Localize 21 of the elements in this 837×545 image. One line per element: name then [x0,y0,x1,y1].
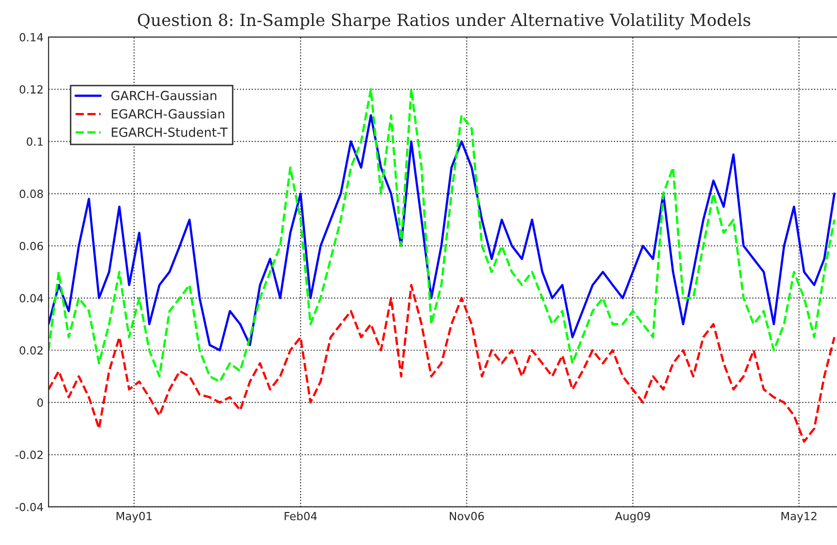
y-tick-label: 0.1 [26,137,43,146]
legend-label: EGARCH-Gaussian [112,108,224,119]
x-tick-label: May12 [782,512,816,522]
y-tick-label: -0.04 [15,502,44,512]
legend-label: EGARCH-Student-T [112,127,228,137]
y-tick-label: 0.14 [20,33,44,42]
y-tick-label: 0.02 [20,346,43,355]
y-tick-label: 0 [37,398,43,407]
y-tick-label: -0.02 [15,450,43,460]
x-tick-label: Aug09 [615,512,650,522]
y-tick-label: 0.08 [20,190,43,198]
line-series [48,88,836,383]
x-tick-label: Feb04 [284,512,317,520]
line-series [48,284,836,443]
x-tick-label: Nov06 [450,512,484,520]
legend-label: GARCH-Gaussian [111,90,216,100]
y-tick-label: 0.12 [20,85,43,94]
y-tick-label: 0.06 [20,242,43,250]
x-tick-label: May01 [116,512,152,522]
y-tick-label: 0.04 [20,294,44,302]
chart-title: Question 8: In-Sample Sharpe Ratios under Alternative Volatility Models [138,13,750,30]
